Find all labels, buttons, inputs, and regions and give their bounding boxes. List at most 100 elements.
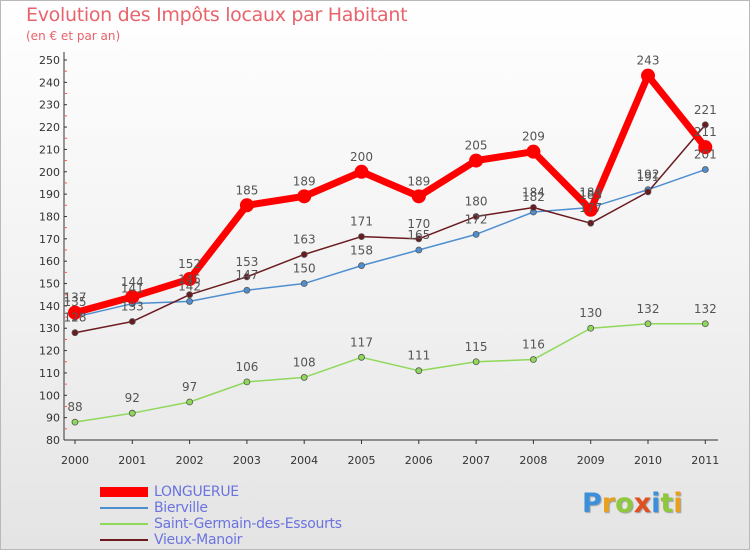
data-label: 133 xyxy=(121,300,144,314)
data-label: 200 xyxy=(350,150,373,164)
data-point xyxy=(415,235,423,243)
data-point xyxy=(243,273,251,281)
legend: LONGUERUE Bierville Saint-Germain-des-Es… xyxy=(100,484,342,548)
series-line-2 xyxy=(74,323,707,423)
legend-item-saint-germain: Saint-Germain-des-Essourts xyxy=(100,516,342,532)
logo-letter: o xyxy=(615,488,634,519)
data-label: 130 xyxy=(579,306,602,320)
data-label: 142 xyxy=(178,279,201,293)
logo-letter: P xyxy=(582,488,602,519)
series-line-3 xyxy=(74,124,707,334)
y-tick-label: 120 xyxy=(39,345,60,358)
legend-swatch-vieux-manoir xyxy=(100,539,148,541)
data-point xyxy=(128,409,136,417)
logo-letter: i xyxy=(673,488,683,519)
data-label: 97 xyxy=(182,380,197,394)
x-tick-label: 2000 xyxy=(61,454,89,467)
legend-item-bierville: Bierville xyxy=(100,500,342,516)
data-point xyxy=(472,358,480,366)
data-point xyxy=(641,68,655,83)
data-point xyxy=(297,189,312,204)
data-label: 189 xyxy=(293,174,316,188)
data-label: 132 xyxy=(694,302,717,316)
y-tick-label: 210 xyxy=(39,143,60,156)
data-point xyxy=(472,213,480,220)
data-point xyxy=(186,398,194,406)
data-point xyxy=(587,324,595,332)
data-label: 137 xyxy=(64,291,87,305)
data-label: 147 xyxy=(235,268,258,282)
data-labels: 137 144 152 185 189 200 189 205 209 183 243 211 135 1… xyxy=(64,54,717,414)
series-lines xyxy=(71,72,709,423)
data-label: 189 xyxy=(407,174,430,188)
data-point xyxy=(644,188,652,196)
data-point xyxy=(186,291,194,299)
y-tick-label: 220 xyxy=(39,121,60,134)
x-tick-label: 2010 xyxy=(634,454,662,467)
data-label: 144 xyxy=(121,275,144,289)
x-tick-label: 2001 xyxy=(118,454,146,467)
data-point xyxy=(583,202,598,217)
data-point xyxy=(530,356,537,363)
data-label: 116 xyxy=(522,338,545,352)
legend-swatch-saint-germain xyxy=(100,523,148,525)
line-chart: 8090100110120130140150160170180190200210… xyxy=(39,52,719,467)
y-tick-label: 110 xyxy=(39,367,60,380)
logo-letter: x xyxy=(633,488,652,519)
y-tick-label: 170 xyxy=(39,233,60,246)
y-tick-label: 200 xyxy=(39,166,60,179)
data-label: 88 xyxy=(67,400,82,414)
chart-subtitle: (en € et par an) xyxy=(26,29,121,43)
data-label: 221 xyxy=(694,103,717,117)
data-point xyxy=(644,320,652,328)
data-point xyxy=(182,272,197,287)
data-point xyxy=(698,140,713,155)
x-tick-label: 2003 xyxy=(233,454,261,467)
data-point xyxy=(71,418,79,426)
data-point xyxy=(701,121,709,129)
x-tick-label: 2007 xyxy=(462,454,490,467)
x-tick-label: 2009 xyxy=(577,454,605,467)
data-label: 170 xyxy=(407,217,430,231)
data-point xyxy=(701,320,709,328)
data-label: 145 xyxy=(178,273,201,287)
data-label: 153 xyxy=(235,255,258,269)
data-point xyxy=(239,198,254,213)
data-label: 141 xyxy=(121,282,144,296)
y-tick-label: 100 xyxy=(39,389,60,402)
data-label: 135 xyxy=(64,295,87,309)
legend-label-vieux-manoir: Vieux-Manoir xyxy=(154,532,243,548)
data-point xyxy=(186,298,194,305)
data-label: 185 xyxy=(235,183,258,197)
data-point xyxy=(128,318,136,325)
series-line-0 xyxy=(71,72,709,317)
data-point xyxy=(358,233,365,240)
legend-label-saint-germain: Saint-Germain-des-Essourts xyxy=(154,516,342,532)
logo-letter: i xyxy=(651,488,661,519)
data-point xyxy=(415,246,423,254)
legend-swatch-longuerue xyxy=(100,487,148,497)
data-point xyxy=(358,353,365,361)
y-tick-label: 90 xyxy=(46,412,60,425)
data-point xyxy=(469,153,484,168)
data-label: 205 xyxy=(465,139,488,153)
data-point xyxy=(472,230,480,238)
data-label: 117 xyxy=(350,335,373,349)
data-point xyxy=(71,329,79,337)
data-label: 184 xyxy=(522,186,545,200)
data-label: 115 xyxy=(465,340,488,354)
x-tick-label: 2011 xyxy=(691,454,719,467)
logo-letter: t xyxy=(660,488,674,519)
x-tick-label: 2005 xyxy=(348,454,376,467)
data-point xyxy=(300,280,308,287)
x-tick-label: 2004 xyxy=(290,454,318,467)
data-label: 184 xyxy=(579,186,602,200)
x-tick-label: 2002 xyxy=(176,454,204,467)
data-label: 209 xyxy=(522,130,545,144)
data-label: 108 xyxy=(293,355,316,369)
y-tick-label: 250 xyxy=(39,54,60,67)
data-point xyxy=(358,262,365,270)
legend-label-longuerue: LONGUERUE xyxy=(154,484,239,500)
data-point xyxy=(587,219,595,227)
